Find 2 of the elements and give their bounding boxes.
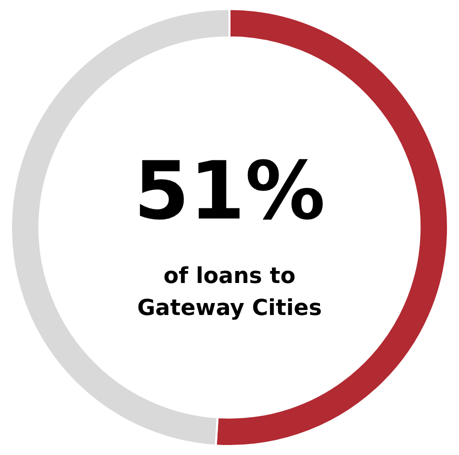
data-label: 51%: [134, 144, 326, 238]
text: of loans to Gateway Cities: [137, 264, 322, 322]
